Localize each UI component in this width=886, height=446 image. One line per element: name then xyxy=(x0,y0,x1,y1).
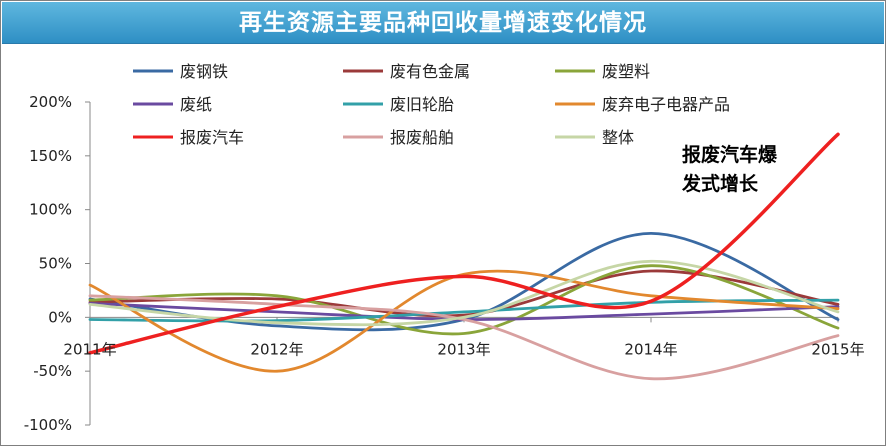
x-tick-label: 2011年 xyxy=(63,340,116,358)
y-tick-label: -50% xyxy=(33,362,72,380)
legend-label: 废纸 xyxy=(180,95,212,114)
legend-label: 废钢铁 xyxy=(180,62,228,81)
legend-label: 报废船舶 xyxy=(390,128,454,147)
legend-label: 废弃电子电器产品 xyxy=(602,95,730,114)
y-tick-label: 100% xyxy=(29,201,72,219)
y-tick-label: 200% xyxy=(29,93,72,111)
x-tick-label: 2014年 xyxy=(624,340,677,358)
x-tick-label: 2013年 xyxy=(437,340,490,358)
annotation-text: 发式增长 xyxy=(681,172,759,195)
y-tick-label: 150% xyxy=(29,147,72,165)
legend-label: 废旧轮胎 xyxy=(390,95,454,114)
legend-label: 废塑料 xyxy=(602,62,650,81)
x-tick-label: 2015年 xyxy=(811,340,864,358)
annotation-text: 报废汽车爆 xyxy=(682,143,778,166)
legend-label: 整体 xyxy=(602,128,634,147)
legend-label: 废有色金属 xyxy=(390,62,470,81)
legend-label: 报废汽车 xyxy=(180,128,244,147)
y-tick-label: 50% xyxy=(39,255,72,273)
x-tick-labels: 2011年 2012年 2013年 2014年 2015年 xyxy=(63,340,864,358)
x-tick-label: 2012年 xyxy=(250,340,303,358)
y-tick-label: 0% xyxy=(48,308,72,326)
y-tick-label: -100% xyxy=(24,416,72,434)
